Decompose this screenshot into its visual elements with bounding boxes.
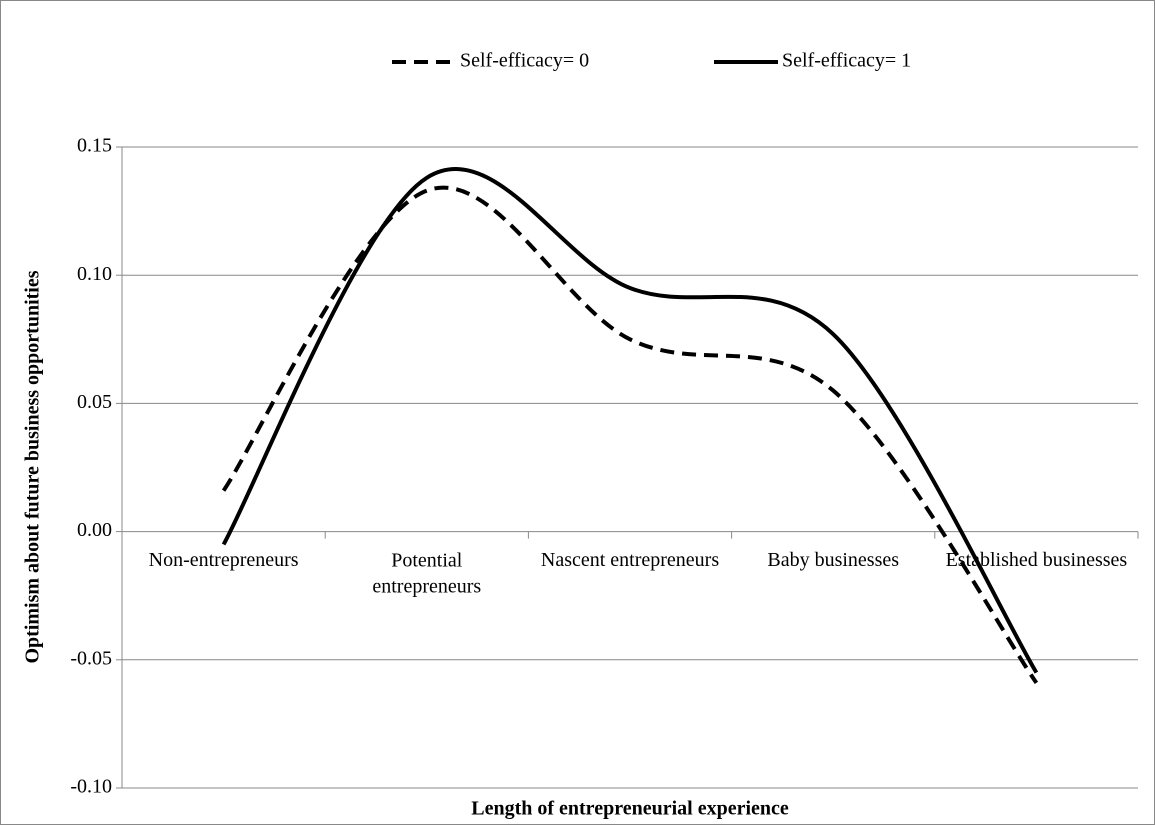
x-tick-label: Baby businesses: [767, 549, 899, 571]
legend-label: Self-efficacy= 0: [460, 50, 589, 72]
x-tick-label: Non-entrepreneurs: [149, 549, 299, 571]
x-tick-label: Potential entrepreneurs: [372, 549, 481, 597]
y-tick-label: -0.05: [70, 647, 112, 669]
x-tick-label: Established businesses: [946, 549, 1128, 571]
y-tick-label: 0.15: [77, 135, 112, 157]
x-tick-label: Nascent entrepreneurs: [541, 549, 719, 571]
x-axis-title: Length of entrepreneurial experience: [471, 798, 789, 820]
series-line: [221, 167, 1039, 674]
series-line: [221, 185, 1039, 685]
y-axis-title: Optimism about future business opportuni…: [22, 270, 44, 663]
y-tick-label: 0.00: [77, 519, 112, 541]
y-tick-label: 0.05: [77, 391, 112, 413]
y-tick-label: 0.10: [77, 263, 112, 285]
y-tick-label: -0.10: [70, 776, 112, 798]
legend-label: Self-efficacy= 1: [782, 50, 911, 72]
